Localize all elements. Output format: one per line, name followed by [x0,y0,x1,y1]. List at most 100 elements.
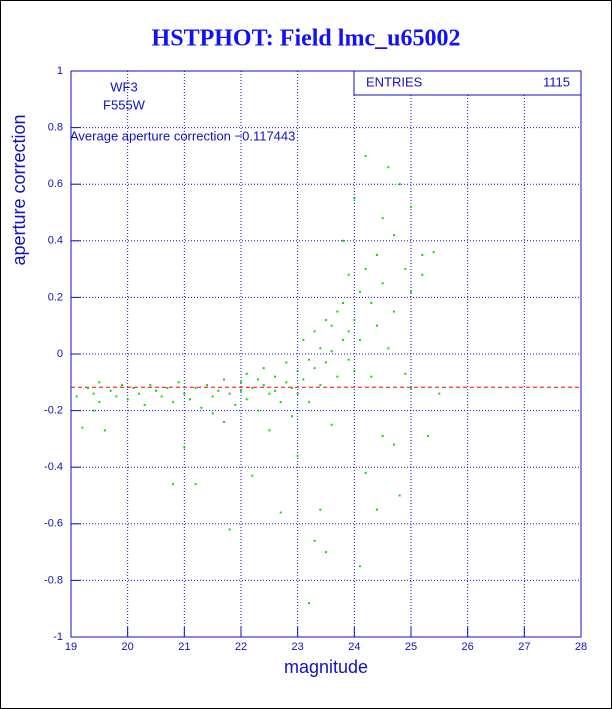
y-tick-label: 1 [57,65,63,77]
y-axis-label: aperture correction [9,114,29,265]
x-tick-label: 28 [575,641,587,653]
point [381,217,384,220]
point [342,302,344,305]
point [313,539,316,542]
y-tick-label: -0.6 [44,518,63,530]
point [336,375,339,378]
y-tick-label: 0 [57,348,63,360]
point [228,392,231,395]
point [347,358,350,361]
x-tick-label: 27 [518,641,530,653]
point [376,324,378,327]
y-tick-label: -1 [53,631,63,643]
point [262,367,265,370]
point [257,409,259,412]
point [87,386,89,389]
point [370,302,373,305]
point [251,474,254,477]
point [262,384,265,387]
point [268,429,271,432]
point [364,154,367,157]
point [81,426,84,429]
x-tick-label: 22 [235,641,247,653]
point [353,197,356,200]
point [274,375,276,378]
point [211,395,214,398]
point [325,361,327,364]
point [438,392,441,395]
point [109,389,112,392]
point [274,389,276,392]
point [353,369,356,372]
point [325,319,327,322]
x-tick-label: 24 [348,641,360,653]
point [319,347,322,350]
point [342,338,344,341]
point [308,602,310,605]
point [285,361,288,364]
point [296,454,299,457]
point [421,273,424,276]
x-tick-label: 21 [178,641,190,653]
point [376,508,378,511]
x-tick-label: 26 [462,641,474,653]
point [285,381,288,384]
point [245,372,248,375]
point [381,282,384,285]
point [126,398,129,401]
point [370,375,373,378]
point [115,395,118,398]
point [364,268,367,271]
point [319,508,322,511]
stats-box [353,70,582,96]
point [257,378,259,381]
point [330,324,333,327]
point [410,290,412,293]
point [319,384,322,387]
plot-frame [70,70,582,638]
point [155,389,157,392]
point [393,310,395,313]
point [149,384,152,387]
point [228,528,231,531]
point [387,166,390,169]
point [410,386,412,389]
y-tick-label: -0.8 [44,574,63,586]
chart-title: HSTPHOT: Field lmc_u65002 [152,26,461,52]
point [211,412,214,415]
point [172,483,174,486]
point [410,205,412,208]
point [308,401,310,404]
point [398,494,401,497]
y-tick-label: 0.8 [48,122,63,134]
point [342,239,344,242]
point [92,409,95,412]
y-tick-label: 0.6 [48,178,63,190]
point [200,406,203,409]
point [98,381,101,384]
y-tick-label: -0.2 [44,405,63,417]
point [183,392,186,395]
x-tick-label: 20 [122,641,134,653]
point [404,268,407,271]
point [194,386,197,389]
point [359,290,361,293]
point [359,565,361,568]
point [404,372,407,375]
point [291,386,293,389]
point [347,330,350,333]
x-axis-label: magnitude [284,657,368,677]
point [138,392,140,395]
point [172,401,174,404]
point [336,310,339,313]
point [75,395,78,398]
x-tick-label: 19 [65,641,77,653]
point [183,446,186,449]
annotation: WF3 [110,79,137,94]
point [92,392,95,395]
point [240,381,242,384]
point [223,420,225,423]
point [279,511,282,514]
stats-label: ENTRIES [366,74,423,89]
point [353,319,356,322]
